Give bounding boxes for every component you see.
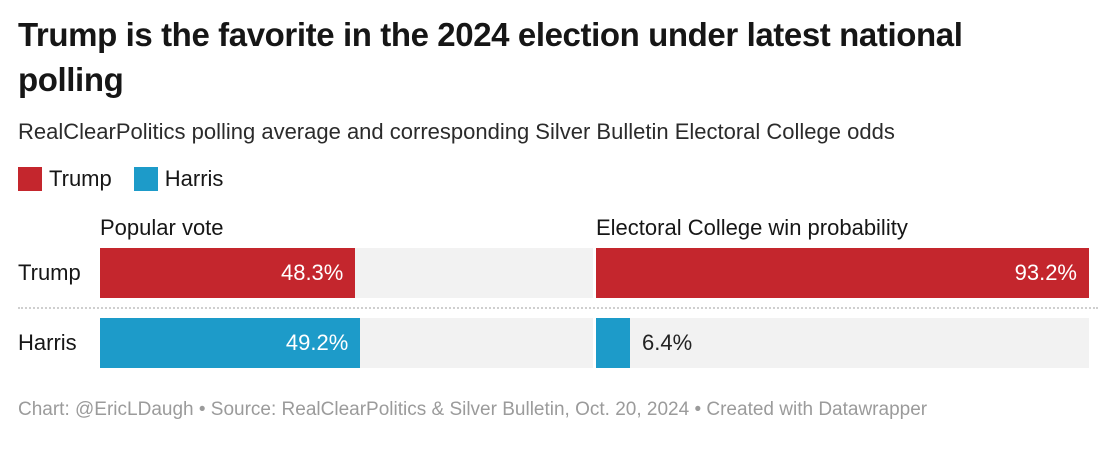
chart-title: Trump is the favorite in the 2024 electi… [18, 16, 963, 98]
footer-credit: Chart: @EricLDaugh • Source: RealClearPo… [18, 399, 928, 420]
bar-value-label: 49.2% [285, 330, 349, 355]
column-header-row: Popular vote Electoral College win proba… [18, 215, 1098, 241]
bar-trump-electoral-college: 93.2% [596, 248, 1089, 298]
bar-harris-popular-vote: 49.2% [100, 318, 361, 368]
legend-label-harris: Harris [164, 166, 224, 191]
bar-trump-popular-vote: 48.3% [100, 248, 356, 298]
bar-row-trump: Trump 48.3% 48.3% 93.2% 93.2% [18, 248, 1098, 298]
legend-item-trump: Trump [18, 166, 112, 192]
column-header-popular-vote: Popular vote [100, 215, 224, 240]
label-column-spacer [18, 215, 100, 241]
bar-value-label: 48.3% [280, 260, 344, 285]
bar-track-harris-electoral: 6.4% 6.4% [596, 318, 1089, 368]
legend-item-harris: Harris [133, 166, 224, 192]
bar-value-label: 6.4% [642, 330, 693, 355]
column-header-electoral-college: Electoral College win probability [596, 215, 908, 240]
legend-label-trump: Trump [49, 166, 112, 191]
bar-track-trump-popular: 48.3% 48.3% [100, 248, 593, 298]
bar-track-harris-popular: 49.2% 49.2% [100, 318, 593, 368]
chart-subtitle: RealClearPolitics polling average and co… [18, 119, 895, 144]
trump-color-swatch-icon [18, 167, 42, 191]
harris-color-swatch-icon [133, 167, 158, 191]
row-label-trump: Trump [18, 260, 81, 285]
row-label-harris: Harris [18, 330, 77, 355]
bar-track-trump-electoral: 93.2% 93.2% [596, 248, 1089, 298]
legend: Trump Harris [18, 166, 1098, 192]
bar-row-harris: Harris 49.2% 49.2% 6.4% 6.4% [18, 307, 1098, 368]
bar-harris-electoral-college: 6.4% [596, 318, 631, 368]
bar-value-label: 93.2% [1014, 260, 1077, 285]
